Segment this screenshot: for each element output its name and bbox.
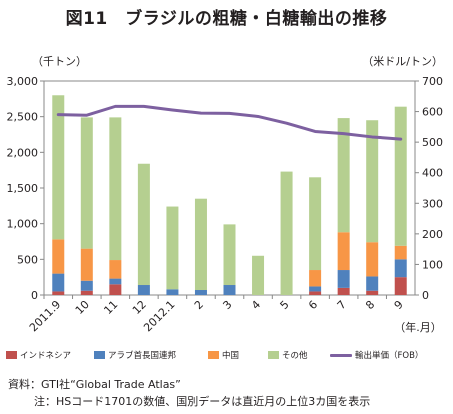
bar-china [52,239,65,274]
bar-indonesia [337,287,350,295]
bar-other [309,177,322,271]
bar-china [80,248,93,281]
legend-item-china: 中国 [208,349,239,361]
bar-other [366,120,379,243]
bar-other [394,106,407,246]
legend: インドネシア アラブ首長国連邦 中国 その他 輸出単価（FOB） [4,349,453,363]
bar-other [80,117,93,249]
legend-swatch-indonesia [6,351,17,359]
bar-china [309,270,322,287]
x-axis-unit: （年.月） [394,320,442,334]
legend-swatch-china [208,351,219,359]
right-axis-unit: （米ドル/トン） [362,55,443,68]
bar-other [252,255,265,295]
bar-other [109,117,122,261]
bar-china [394,245,407,260]
y-left-tick-label: 2,000 [7,146,39,159]
y-left-tick-label: 1,000 [7,218,39,231]
bar-other [337,118,350,233]
x-tick-label: 2012.1 [141,298,177,334]
bar-arab [366,276,379,291]
y-left-tick-label: 0 [31,289,38,302]
bar-arab [137,285,150,295]
y-right-tick-label: 600 [422,106,443,119]
bar-arab [309,286,322,292]
y-right-tick-label: 400 [422,167,443,180]
x-tick-label: 12 [130,298,149,317]
bar-other [166,206,179,290]
source-note: 資料：GTI社“Global Trade Atlas” [8,378,181,391]
x-tick-label: 9 [392,298,406,312]
price-line [56,104,403,141]
x-tick-label: 6 [306,298,320,312]
legend-label-china: 中国 [222,351,240,361]
bar-indonesia [109,284,122,295]
y-right-tick-label: 500 [422,136,443,149]
bar-arab [194,290,207,295]
bar-china [109,260,122,279]
x-tick-label: 11 [101,298,120,317]
bar-china [366,242,379,277]
footnote: 注：HSコード1701の数値、国別データは直近月の上位3カ国を表示 [34,395,371,408]
legend-label-price: 輸出単価（FOB） [355,351,424,361]
bar-indonesia [80,290,93,295]
y-right-tick-label: 300 [422,197,443,210]
bar-arab [223,285,236,295]
legend-item-arab: アラブ首長国連邦 [94,349,176,361]
bar-other [280,171,293,295]
legend-swatch-other [268,351,279,359]
notes: 資料：GTI社“Global Trade Atlas” 注：HSコード1701の… [8,376,370,410]
bar-other [223,224,236,286]
bar-indonesia [366,290,379,295]
bar-other [52,95,65,240]
bar-arab [337,270,350,288]
legend-swatch-arab [94,351,105,359]
left-axis-unit: （千トン） [32,55,87,68]
bar-other [137,163,150,286]
x-tick-label: 8 [363,298,377,312]
y-left-tick-label: 3,000 [7,75,39,88]
y-left-tick-label: 500 [17,253,38,266]
chart-title: 図11 ブラジルの粗糖・白糖輸出の推移 [65,9,388,29]
y-left-tick-label: 1,500 [7,182,39,195]
bar-arab [52,273,65,292]
bar-arab [109,278,122,285]
legend-item-price: 輸出単価（FOB） [330,349,423,361]
y-right-tick-label: 200 [422,228,443,241]
y-right-tick-label: 100 [422,258,443,271]
bar-arab [80,280,93,291]
legend-item-indonesia: インドネシア [6,349,71,361]
bar-china [337,232,350,271]
y-left-tick-label: 2,500 [7,111,39,124]
bar-arab [394,259,407,278]
y-right-tick-label: 700 [422,75,443,88]
x-tick-label: 5 [278,298,292,312]
plot-area: 0 500 1,000 1,500 2,000 2,500 3,000 0 100 200 300 4… [7,75,444,334]
bar-other [194,198,207,291]
x-tick-label: 4 [249,298,263,312]
legend-label-other: その他 [282,351,308,361]
legend-label-arab: アラブ首長国連邦 [108,351,177,361]
legend-line-price [330,353,352,357]
x-tick-label: 2011.9 [27,298,63,334]
bar-indonesia [394,277,407,295]
x-tick-label: 10 [73,298,92,317]
bar-arab [166,289,179,295]
y-right-tick-label: 0 [422,289,429,302]
bar-indonesia [52,291,65,295]
x-tick-label: 7 [335,298,349,312]
legend-item-other: その他 [268,349,308,361]
x-tick-label: 3 [220,298,234,312]
legend-label-indonesia: インドネシア [20,351,72,361]
bar-indonesia [309,291,322,295]
x-tick-label: 2 [192,298,206,312]
